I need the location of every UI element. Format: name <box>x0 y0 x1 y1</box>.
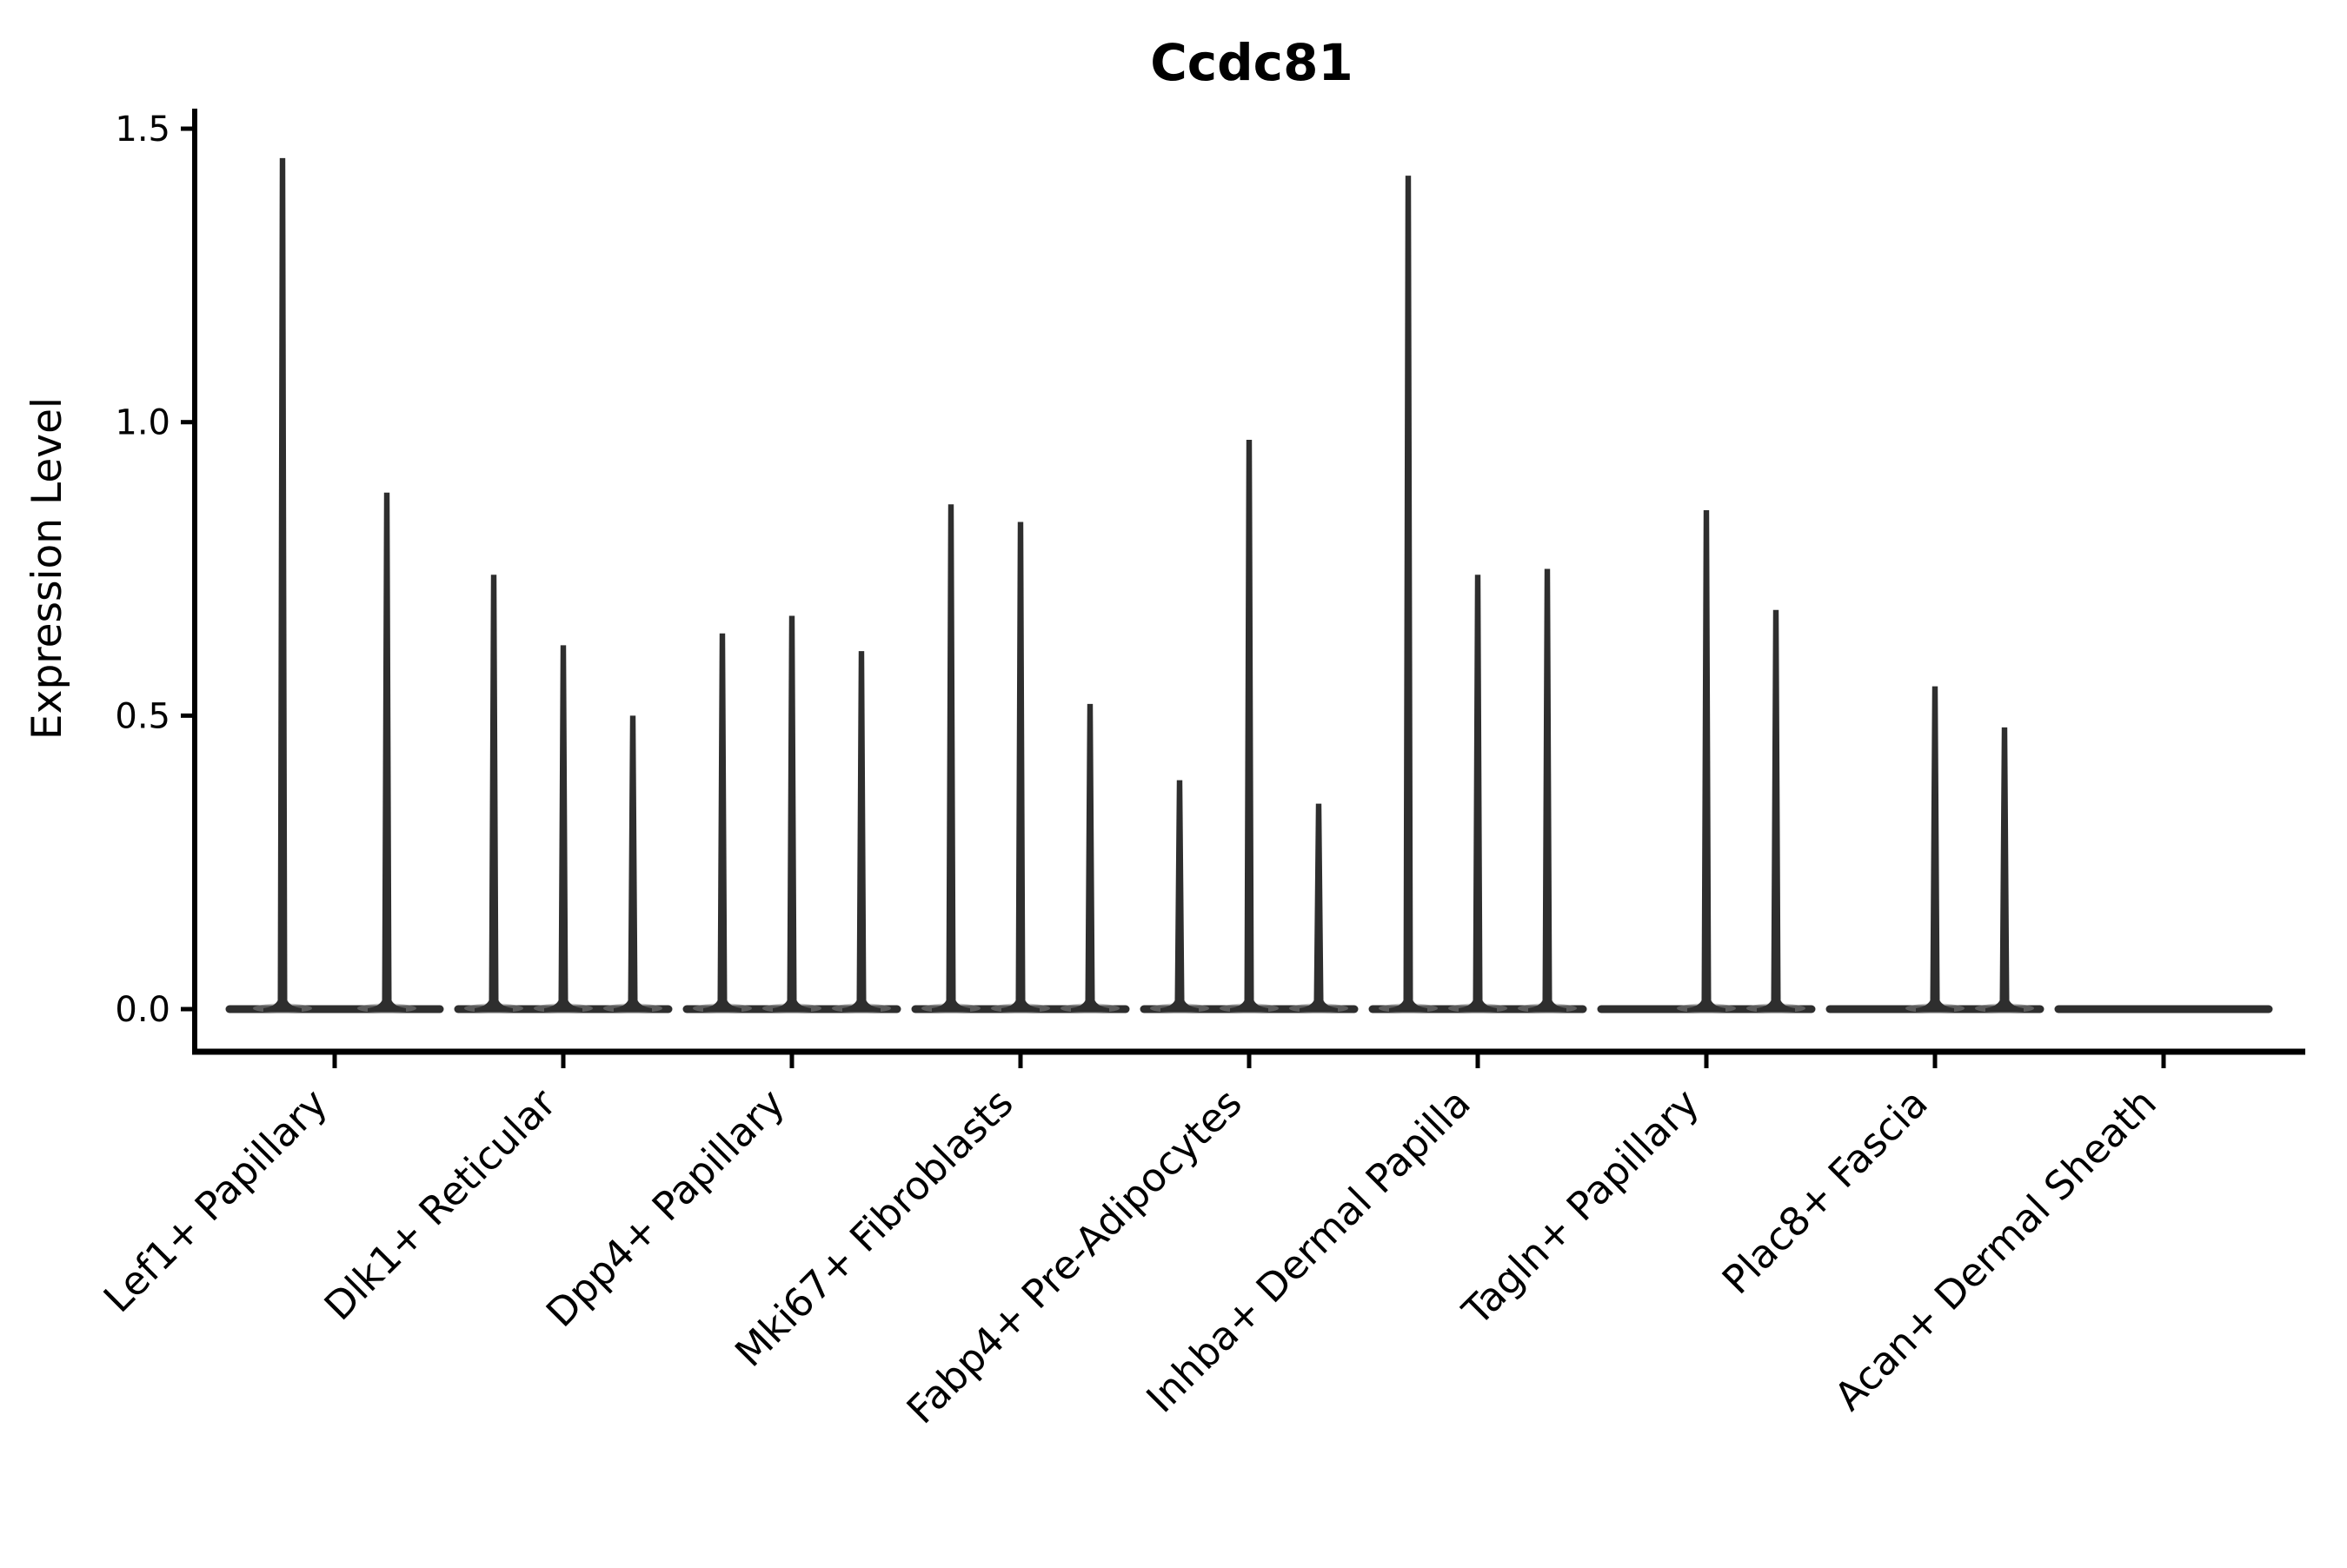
violin-spike <box>544 645 582 1012</box>
violin-spike <box>842 651 881 1012</box>
violin-group <box>454 575 673 1013</box>
violin-spike <box>703 633 741 1012</box>
violin-group <box>682 615 901 1013</box>
violin-spike <box>1300 803 1338 1012</box>
violin-spike <box>1389 176 1427 1013</box>
violin-spike <box>773 615 811 1012</box>
violin-spike <box>1985 727 2024 1012</box>
x-tick-label: Tagln+ Papillary <box>1453 1080 1708 1334</box>
y-axis-label: Expression Level <box>23 397 71 740</box>
y-tick-label: 0.0 <box>115 990 170 1030</box>
violin-spike <box>614 715 652 1012</box>
violin-group <box>1825 686 2044 1013</box>
x-tick-label: Plac8+ Fascia <box>1713 1080 1937 1303</box>
violin-spike <box>1071 703 1109 1012</box>
y-tick-label: 0.5 <box>115 696 170 736</box>
violin-spike <box>1459 575 1497 1012</box>
x-tick-label: Dlk1+ Reticular <box>316 1080 565 1329</box>
y-tick-label: 1.5 <box>115 110 170 149</box>
violin-group <box>911 504 1130 1013</box>
violin-spike <box>475 575 513 1012</box>
violin-group <box>1140 439 1359 1013</box>
violin-layer <box>225 157 2273 1013</box>
x-tick-label: Dpp4+ Papillary <box>537 1080 794 1336</box>
violin-spike <box>1528 568 1566 1012</box>
y-tick-label: 1.0 <box>115 403 170 443</box>
violin-group <box>1368 176 1587 1013</box>
violin-group <box>1597 509 1816 1013</box>
violin-spike <box>1230 439 1268 1013</box>
violin-spike <box>1757 609 1795 1012</box>
violin-spike <box>368 492 406 1012</box>
violin-spike <box>932 504 970 1012</box>
violin-spike <box>1001 522 1040 1012</box>
chart-title: Ccdc81 <box>1150 33 1353 92</box>
violin-spike <box>1160 780 1199 1012</box>
violin-spike <box>1687 509 1725 1012</box>
x-tick-label: Lef1+ Papillary <box>95 1080 336 1321</box>
violin-spike <box>263 157 302 1012</box>
violin-spike <box>1916 686 1954 1012</box>
violin-group <box>225 157 444 1013</box>
